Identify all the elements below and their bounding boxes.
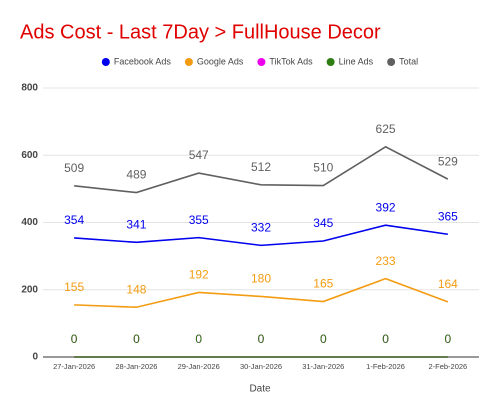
series-line — [74, 224, 448, 247]
data-label: 512 — [251, 160, 271, 174]
data-label: 529 — [438, 154, 458, 168]
data-label: 0 — [382, 332, 389, 346]
data-label: 0 — [133, 332, 140, 346]
data-label: 0 — [133, 332, 140, 346]
legend-marker — [326, 58, 335, 66]
data-label: 345 — [313, 216, 333, 230]
series-line — [74, 145, 449, 194]
data-label: 0 — [320, 332, 327, 346]
x-axis-label: Date — [249, 384, 271, 395]
series-line — [74, 277, 449, 309]
y-tick-label: 0 — [32, 352, 38, 363]
legend-label: Google Ads — [197, 56, 244, 66]
legend-marker — [101, 58, 110, 66]
data-label: 0 — [71, 332, 78, 346]
data-label: 0 — [320, 332, 327, 346]
legend-marker — [387, 58, 396, 66]
legend-label: Facebook Ads — [114, 56, 172, 66]
data-label: 510 — [313, 161, 333, 175]
data-label: 392 — [376, 200, 396, 214]
data-label: 0 — [445, 332, 452, 346]
x-tick-label: 1-Feb-2026 — [366, 362, 405, 371]
legend-marker — [184, 58, 193, 66]
y-tick-label: 800 — [21, 83, 38, 94]
data-label: 341 — [126, 218, 146, 232]
data-label: 148 — [126, 282, 146, 296]
data-label: 165 — [313, 277, 333, 291]
x-tick-label: 2-Feb-2026 — [428, 362, 467, 371]
chart-title: Ads Cost - Last 7Day > FullHouse Decor — [20, 21, 381, 43]
data-label: 180 — [251, 272, 271, 286]
x-tick-label: 27-Jan-2026 — [53, 362, 95, 371]
data-label: 0 — [258, 332, 265, 346]
data-label: 0 — [195, 332, 202, 346]
x-tick-label: 28-Jan-2026 — [115, 362, 157, 371]
data-label: 625 — [376, 122, 396, 136]
legend-label: Total — [399, 56, 418, 66]
data-label: 0 — [71, 332, 78, 346]
data-label: 164 — [438, 277, 458, 291]
y-tick-label: 400 — [21, 217, 38, 228]
legend-label: TikTok Ads — [269, 56, 313, 66]
x-tick-label: 31-Jan-2026 — [302, 362, 344, 371]
data-label: 0 — [195, 332, 202, 346]
data-label: 547 — [189, 148, 209, 162]
data-label: 332 — [251, 221, 271, 235]
data-label: 355 — [189, 213, 209, 227]
data-label: 192 — [189, 268, 209, 282]
data-label: 354 — [64, 213, 84, 227]
y-tick-label: 600 — [21, 150, 38, 161]
x-tick-label: 29-Jan-2026 — [178, 362, 220, 371]
x-tick-label: 30-Jan-2026 — [240, 362, 282, 371]
data-label: 489 — [126, 168, 146, 182]
legend-label: Line Ads — [339, 56, 374, 66]
y-tick-label: 200 — [21, 284, 38, 295]
data-label: 0 — [258, 332, 265, 346]
legend-marker — [257, 58, 266, 66]
data-label: 509 — [64, 161, 84, 175]
data-label: 155 — [64, 280, 84, 294]
data-label: 0 — [445, 332, 452, 346]
data-label: 365 — [438, 209, 458, 223]
data-label: 233 — [376, 254, 396, 268]
data-label: 0 — [382, 332, 389, 346]
